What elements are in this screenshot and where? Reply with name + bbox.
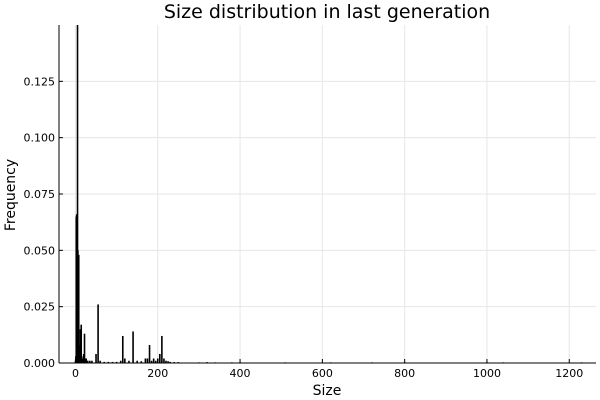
bar — [167, 361, 169, 363]
y-ticks: 0.000 0.025 0.050 0.075 0.100 0.125 — [24, 75, 63, 370]
bar — [136, 360, 138, 363]
x-axis-label: Size — [313, 383, 342, 399]
bar — [103, 361, 106, 363]
bar — [89, 360, 91, 363]
bar — [165, 360, 167, 363]
bar — [161, 335, 163, 363]
bar — [124, 358, 126, 363]
bar — [169, 361, 171, 363]
bar — [81, 358, 83, 363]
bar — [128, 360, 130, 363]
bar — [99, 360, 101, 363]
bar — [82, 358, 84, 363]
bar — [83, 333, 86, 363]
y-tick-label: 0.125 — [24, 75, 56, 88]
bar — [95, 353, 97, 363]
bar — [85, 358, 87, 363]
y-tick-label: 0.025 — [24, 301, 56, 314]
bar — [146, 358, 149, 363]
x-tick-label: 0 — [72, 367, 79, 380]
x-tick-label: 600 — [312, 367, 333, 380]
bar — [79, 329, 82, 363]
chart-title: Size distribution in last generation — [164, 1, 490, 23]
bar — [152, 358, 155, 363]
bar — [119, 360, 122, 363]
bar — [132, 331, 134, 363]
bar — [78, 344, 80, 363]
y-tick-label: 0.050 — [24, 244, 56, 257]
bar — [154, 360, 157, 363]
bar — [77, 250, 79, 363]
bar — [111, 361, 114, 363]
bar — [107, 361, 110, 363]
bar — [97, 304, 99, 363]
bar — [80, 324, 83, 363]
y-tick-label: 0.000 — [24, 357, 56, 370]
bar — [140, 361, 143, 363]
bar — [76, 25, 79, 363]
bar — [121, 335, 124, 363]
x-tick-label: 1200 — [555, 367, 583, 380]
x-tick-label: 400 — [230, 367, 251, 380]
bar — [115, 361, 118, 363]
x-tick-label: 200 — [147, 367, 168, 380]
x-ticks: 0 200 400 600 800 1000 1200 — [72, 359, 583, 380]
y-tick-label: 0.075 — [24, 188, 56, 201]
bar — [150, 360, 153, 363]
bar — [84, 358, 87, 363]
bar — [144, 358, 147, 363]
bar — [82, 353, 85, 363]
bar — [159, 353, 161, 363]
bar — [87, 360, 89, 363]
x-tick-label: 1000 — [473, 367, 501, 380]
grid — [59, 25, 596, 364]
y-axis-label: Frequency — [3, 159, 19, 231]
bar — [163, 358, 165, 363]
x-tick-label: 800 — [394, 367, 415, 380]
y-tick-label: 0.100 — [24, 132, 56, 145]
bar — [77, 254, 80, 363]
bar — [86, 360, 88, 363]
bar — [91, 360, 93, 363]
bar — [148, 344, 151, 363]
